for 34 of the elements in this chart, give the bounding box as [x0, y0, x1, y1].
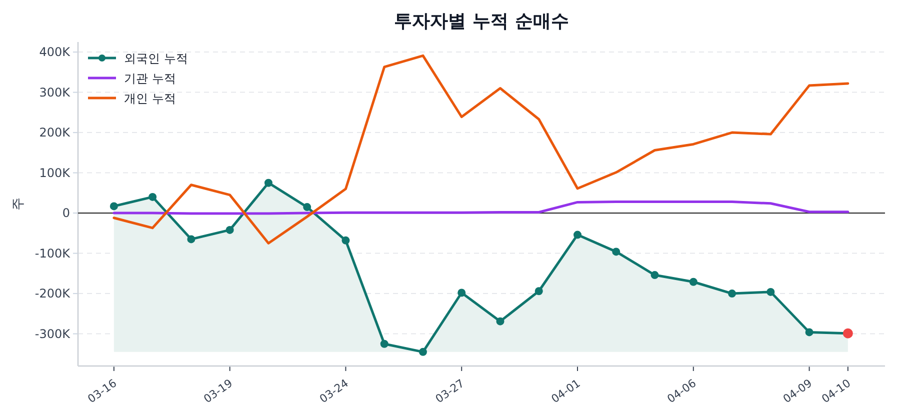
legend-label: 기관 누적	[124, 72, 176, 86]
y-tick-label: 200K	[39, 126, 72, 140]
y-axis-title: 주	[11, 198, 26, 210]
point	[805, 328, 814, 336]
point	[766, 288, 775, 296]
point	[458, 288, 466, 297]
chart-title: 투자자별 누적 순매수	[394, 11, 569, 32]
point	[110, 202, 118, 210]
point	[534, 287, 543, 296]
point	[226, 226, 234, 234]
point	[187, 235, 196, 244]
y-tick-label: -200K	[34, 286, 72, 301]
legend-label: 개인 누적	[124, 92, 176, 106]
point	[148, 192, 157, 201]
y-tick-label: 400K	[39, 45, 72, 60]
point	[380, 340, 388, 348]
line-series	[112, 54, 850, 244]
y-tick-label: 0	[62, 206, 70, 220]
y-tick-label: -300K	[34, 326, 72, 341]
point	[574, 230, 582, 239]
legend-label: 외국인 누적	[124, 52, 188, 66]
y-tick-label: 300K	[39, 85, 72, 100]
point	[612, 248, 620, 256]
line-series	[112, 200, 850, 215]
point	[418, 348, 427, 356]
y-tick-label: 100K	[39, 166, 72, 180]
point	[650, 271, 659, 280]
point	[264, 178, 272, 187]
point	[689, 278, 698, 286]
y-tick-label: -100K	[34, 246, 72, 260]
point	[303, 203, 312, 212]
point	[728, 290, 736, 298]
point	[496, 317, 504, 326]
point	[342, 236, 350, 244]
